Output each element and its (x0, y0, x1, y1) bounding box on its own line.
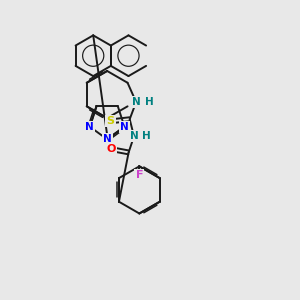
Text: H: H (142, 131, 151, 141)
Text: N: N (130, 131, 138, 141)
Text: N: N (120, 122, 129, 132)
Text: S: S (106, 116, 114, 126)
Text: N: N (132, 97, 140, 107)
Text: N: N (85, 122, 94, 132)
Text: H: H (145, 97, 153, 107)
Text: F: F (136, 170, 143, 180)
Text: O: O (107, 144, 116, 154)
Text: N: N (103, 134, 112, 144)
